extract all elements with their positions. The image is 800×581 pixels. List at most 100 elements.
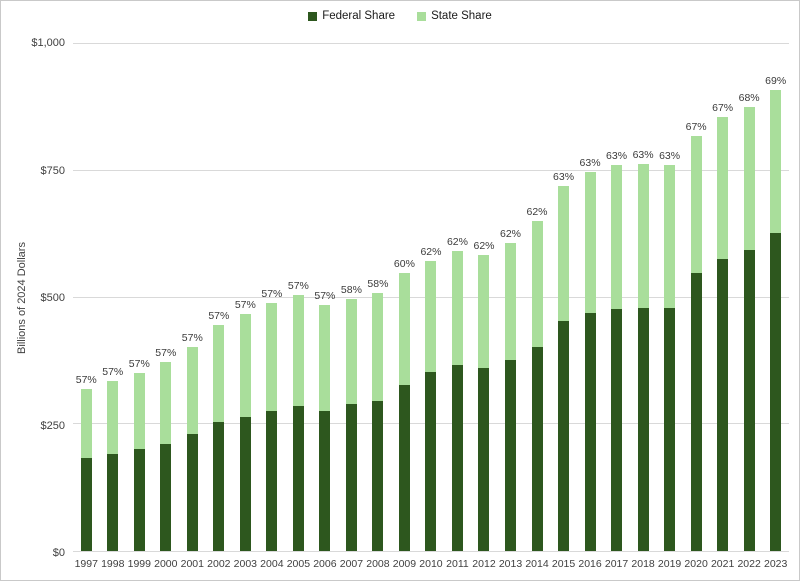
- bar-group-2001: 57% 2001: [181, 44, 204, 570]
- legend-item-federal-share: Federal Share: [308, 10, 395, 22]
- percent-label-2020: 67%: [685, 121, 707, 134]
- state-share-segment-2016: [584, 172, 596, 313]
- year-label-2008: 2008: [366, 558, 390, 570]
- federal-share-segment-2000: [160, 443, 172, 551]
- state-share-segment-1998: [107, 380, 119, 455]
- bar-group-1998: 57% 1998: [101, 44, 124, 570]
- year-label-2014: 2014: [525, 558, 549, 570]
- bar-group-2010: 62% 2010: [419, 44, 442, 571]
- federal-share-segment-2009: [398, 384, 410, 551]
- bar-group-2017: 63% 2017: [605, 44, 628, 570]
- percent-label-2000: 57%: [155, 347, 177, 360]
- percent-label-2013: 62%: [499, 227, 522, 240]
- percent-label-2018: 63%: [632, 149, 654, 162]
- federal-share-segment-2021: [717, 259, 729, 551]
- federal-share-segment-2007: [345, 404, 357, 551]
- federal-share-segment-2015: [558, 320, 570, 551]
- federal-share-segment-2003: [239, 416, 251, 551]
- percent-label-2021: 67%: [712, 102, 734, 115]
- state-share-segment-2005: [292, 295, 304, 406]
- state-share-segment-2000: [160, 362, 172, 444]
- year-label-2018: 2018: [631, 558, 655, 570]
- percent-label-2022: 68%: [738, 91, 760, 104]
- state-share-segment-1999: [133, 373, 145, 450]
- y-tick-label-750: $750: [40, 164, 65, 177]
- state-share-segment-2004: [266, 303, 278, 411]
- federal-share-segment-2010: [425, 371, 437, 551]
- state-share-segment-2013: [505, 242, 516, 361]
- percent-label-2009: 60%: [393, 257, 415, 270]
- federal-share-segment-2012: [478, 367, 490, 551]
- state-share-segment-2009: [398, 272, 410, 385]
- year-label-2000: 2000: [154, 558, 178, 570]
- year-label-1997: 1997: [74, 558, 98, 570]
- state-share-segment-2002: [213, 325, 225, 423]
- legend: Federal Share State Share: [1, 10, 799, 22]
- federal-share-segment-2017: [611, 308, 623, 551]
- federal-share-segment-2018: [637, 307, 649, 551]
- bar-group-2013: 62% 2013: [499, 44, 522, 570]
- percent-label-2010: 62%: [420, 245, 442, 258]
- federal-share-segment-2020: [690, 272, 702, 551]
- bar-group-2006: 57% 2006: [313, 44, 336, 570]
- federal-share-segment-2002: [213, 422, 225, 551]
- state-share-segment-2023: [770, 89, 782, 234]
- federal-share-segment-2019: [664, 307, 676, 551]
- bar-group-2004: 57% 2004: [260, 44, 283, 570]
- state-share-segment-2006: [319, 305, 331, 411]
- bar-group-2000: 57% 2000: [154, 44, 177, 570]
- percent-label-2019: 63%: [659, 149, 681, 162]
- gridline-750: [73, 169, 789, 171]
- y-tick-label-250: $250: [40, 419, 65, 432]
- year-label-2009: 2009: [392, 558, 417, 570]
- federal-share-segment-2023: [770, 233, 782, 551]
- year-label-2022: 2022: [737, 558, 761, 570]
- federal-share-segment-1998: [107, 454, 119, 551]
- bar-group-2014: 62% 2014: [525, 44, 548, 570]
- bar-group-2002: 57% 2002: [207, 44, 230, 570]
- year-label-1998: 1998: [101, 558, 125, 570]
- year-label-2007: 2007: [339, 558, 364, 570]
- federal-share-segment-2014: [531, 346, 543, 551]
- state-share-segment-2015: [558, 185, 570, 321]
- federal-share-segment-2006: [319, 410, 331, 551]
- y-axis-tick-labels: $0 $250 $500 $750 $1,000: [1, 37, 65, 559]
- y-tick-label-0: $0: [52, 547, 65, 559]
- state-share-segment-2017: [611, 164, 623, 309]
- year-label-2006: 2006: [313, 558, 337, 570]
- percent-label-2012: 62%: [473, 240, 495, 253]
- year-label-2003: 2003: [233, 558, 258, 570]
- percent-label-2007: 58%: [340, 283, 362, 296]
- year-label-2023: 2023: [763, 558, 788, 570]
- federal-share-segment-2001: [186, 434, 198, 551]
- state-share-segment-1997: [80, 388, 92, 459]
- year-label-2004: 2004: [260, 558, 284, 570]
- percent-label-1998: 57%: [102, 365, 124, 378]
- federal-share-segment-1997: [80, 458, 92, 551]
- percent-label-2015: 63%: [553, 170, 575, 183]
- state-share-segment-2012: [478, 255, 490, 368]
- bar-group-1997: 57% 1997: [75, 44, 98, 570]
- federal-share-segment-2005: [292, 406, 304, 551]
- percent-label-2002: 57%: [208, 310, 230, 323]
- state-share-segment-2019: [664, 164, 676, 308]
- y-tick-label-500: $500: [40, 292, 65, 304]
- state-share-segment-2003: [239, 314, 251, 417]
- year-label-2021: 2021: [710, 558, 735, 570]
- year-label-2015: 2015: [551, 558, 576, 570]
- percent-label-2016: 63%: [579, 157, 601, 170]
- federal-share-segment-2008: [372, 401, 384, 551]
- state-share-segment-2020: [690, 136, 702, 273]
- year-label-2001: 2001: [180, 558, 204, 570]
- percent-label-2001: 57%: [181, 332, 203, 345]
- state-share-swatch-icon: [417, 11, 427, 21]
- year-label-2011: 2011: [446, 558, 469, 570]
- year-label-2017: 2017: [604, 558, 629, 570]
- bar-group-2020: 67% 2020: [684, 44, 707, 570]
- federal-share-swatch-icon: [308, 11, 318, 21]
- bar-group-2016: 63% 2016: [578, 44, 601, 570]
- legend-label-federal-share: Federal Share: [322, 10, 396, 22]
- state-share-segment-2001: [186, 347, 198, 435]
- state-share-segment-2014: [531, 221, 543, 347]
- year-label-2012: 2012: [472, 558, 496, 570]
